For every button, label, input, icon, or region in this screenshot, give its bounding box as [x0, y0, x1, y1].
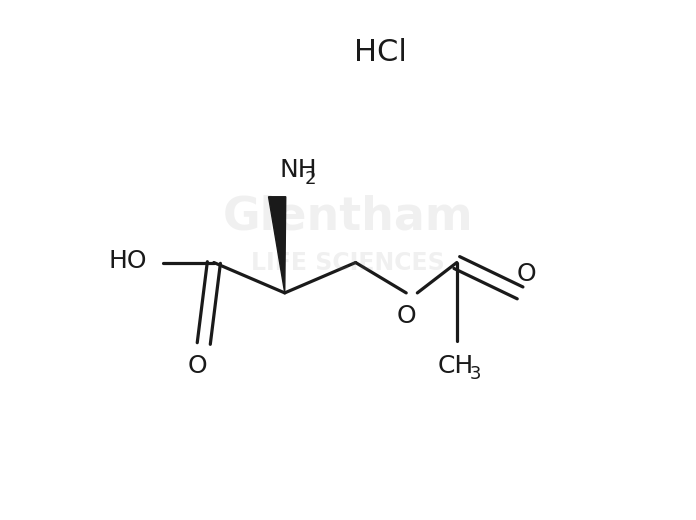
Text: O: O	[516, 262, 536, 285]
Text: LIFE SCIENCES: LIFE SCIENCES	[251, 251, 445, 275]
Text: CH: CH	[438, 354, 474, 378]
Text: HCl: HCl	[354, 38, 407, 67]
Text: O: O	[188, 354, 207, 378]
Text: 2: 2	[304, 170, 316, 188]
Text: Glentham: Glentham	[223, 194, 473, 240]
Text: O: O	[397, 304, 416, 328]
Text: NH: NH	[280, 159, 317, 183]
Text: 3: 3	[469, 366, 481, 383]
Text: HO: HO	[109, 249, 147, 272]
Polygon shape	[269, 197, 286, 293]
